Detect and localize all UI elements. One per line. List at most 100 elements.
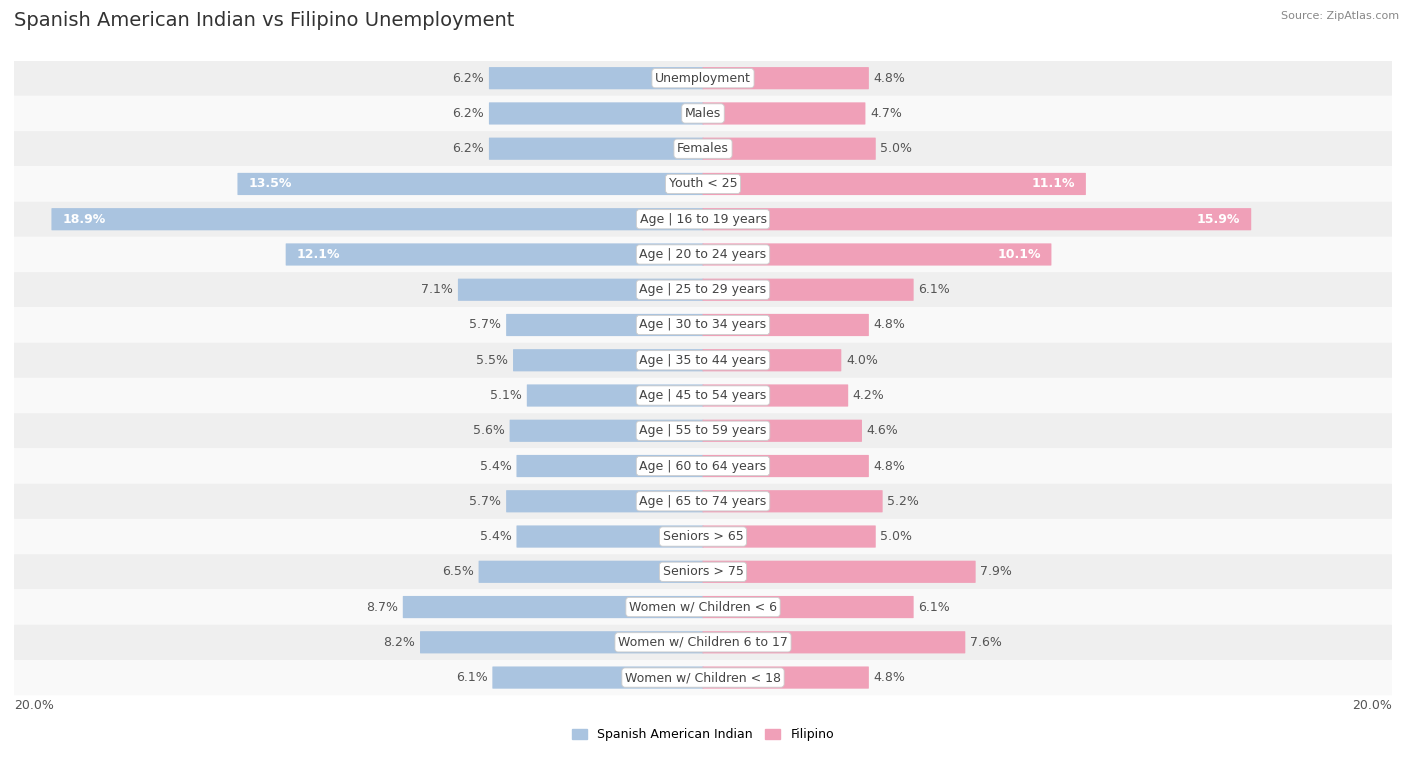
Text: 4.6%: 4.6% xyxy=(866,424,898,438)
FancyBboxPatch shape xyxy=(14,660,1392,695)
FancyBboxPatch shape xyxy=(14,61,1392,96)
FancyBboxPatch shape xyxy=(703,102,866,125)
Text: 10.1%: 10.1% xyxy=(997,248,1040,261)
FancyBboxPatch shape xyxy=(703,666,869,689)
FancyBboxPatch shape xyxy=(489,67,703,89)
FancyBboxPatch shape xyxy=(14,519,1392,554)
FancyBboxPatch shape xyxy=(14,167,1392,201)
Text: Age | 25 to 29 years: Age | 25 to 29 years xyxy=(640,283,766,296)
Text: 15.9%: 15.9% xyxy=(1197,213,1240,226)
FancyBboxPatch shape xyxy=(703,561,976,583)
FancyBboxPatch shape xyxy=(703,314,869,336)
Text: Age | 60 to 64 years: Age | 60 to 64 years xyxy=(640,459,766,472)
Text: Females: Females xyxy=(678,142,728,155)
FancyBboxPatch shape xyxy=(703,525,876,547)
FancyBboxPatch shape xyxy=(703,138,876,160)
Text: 5.6%: 5.6% xyxy=(472,424,505,438)
FancyBboxPatch shape xyxy=(527,385,703,407)
FancyBboxPatch shape xyxy=(14,590,1392,625)
FancyBboxPatch shape xyxy=(14,413,1392,448)
Text: 5.4%: 5.4% xyxy=(479,459,512,472)
FancyBboxPatch shape xyxy=(703,349,841,372)
FancyBboxPatch shape xyxy=(703,455,869,477)
Text: Women w/ Children < 6: Women w/ Children < 6 xyxy=(628,600,778,614)
FancyBboxPatch shape xyxy=(285,243,703,266)
Text: Age | 35 to 44 years: Age | 35 to 44 years xyxy=(640,354,766,366)
FancyBboxPatch shape xyxy=(478,561,703,583)
Text: Unemployment: Unemployment xyxy=(655,72,751,85)
Text: Women w/ Children 6 to 17: Women w/ Children 6 to 17 xyxy=(619,636,787,649)
FancyBboxPatch shape xyxy=(14,448,1392,484)
Text: 8.2%: 8.2% xyxy=(384,636,415,649)
Text: Males: Males xyxy=(685,107,721,120)
FancyBboxPatch shape xyxy=(703,596,914,618)
FancyBboxPatch shape xyxy=(703,419,862,442)
Text: Seniors > 75: Seniors > 75 xyxy=(662,565,744,578)
Text: 6.2%: 6.2% xyxy=(453,72,484,85)
Text: 7.9%: 7.9% xyxy=(980,565,1012,578)
Text: 4.7%: 4.7% xyxy=(870,107,901,120)
Legend: Spanish American Indian, Filipino: Spanish American Indian, Filipino xyxy=(567,723,839,746)
Text: 5.2%: 5.2% xyxy=(887,495,920,508)
FancyBboxPatch shape xyxy=(14,554,1392,590)
FancyBboxPatch shape xyxy=(703,631,966,653)
FancyBboxPatch shape xyxy=(14,307,1392,343)
Text: 5.1%: 5.1% xyxy=(491,389,522,402)
Text: 6.5%: 6.5% xyxy=(441,565,474,578)
FancyBboxPatch shape xyxy=(703,385,848,407)
FancyBboxPatch shape xyxy=(492,666,703,689)
Text: 6.2%: 6.2% xyxy=(453,107,484,120)
Text: 6.2%: 6.2% xyxy=(453,142,484,155)
FancyBboxPatch shape xyxy=(402,596,703,618)
FancyBboxPatch shape xyxy=(703,173,1085,195)
FancyBboxPatch shape xyxy=(703,243,1052,266)
Text: Age | 20 to 24 years: Age | 20 to 24 years xyxy=(640,248,766,261)
Text: 7.6%: 7.6% xyxy=(970,636,1002,649)
Text: 8.7%: 8.7% xyxy=(366,600,398,614)
Text: 13.5%: 13.5% xyxy=(249,177,291,191)
Text: 4.8%: 4.8% xyxy=(873,459,905,472)
Text: Age | 65 to 74 years: Age | 65 to 74 years xyxy=(640,495,766,508)
FancyBboxPatch shape xyxy=(506,491,703,512)
FancyBboxPatch shape xyxy=(703,491,883,512)
FancyBboxPatch shape xyxy=(509,419,703,442)
FancyBboxPatch shape xyxy=(458,279,703,301)
Text: 11.1%: 11.1% xyxy=(1032,177,1076,191)
Text: Age | 55 to 59 years: Age | 55 to 59 years xyxy=(640,424,766,438)
Text: 4.8%: 4.8% xyxy=(873,319,905,332)
Text: 18.9%: 18.9% xyxy=(62,213,105,226)
FancyBboxPatch shape xyxy=(516,525,703,547)
FancyBboxPatch shape xyxy=(14,201,1392,237)
FancyBboxPatch shape xyxy=(703,208,1251,230)
Text: 5.0%: 5.0% xyxy=(880,530,912,543)
FancyBboxPatch shape xyxy=(14,625,1392,660)
Text: 7.1%: 7.1% xyxy=(422,283,453,296)
Text: 20.0%: 20.0% xyxy=(14,699,53,712)
Text: Spanish American Indian vs Filipino Unemployment: Spanish American Indian vs Filipino Unem… xyxy=(14,11,515,30)
FancyBboxPatch shape xyxy=(14,484,1392,519)
Text: 6.1%: 6.1% xyxy=(456,671,488,684)
Text: 4.8%: 4.8% xyxy=(873,72,905,85)
FancyBboxPatch shape xyxy=(52,208,703,230)
Text: 5.7%: 5.7% xyxy=(470,319,502,332)
Text: Seniors > 65: Seniors > 65 xyxy=(662,530,744,543)
FancyBboxPatch shape xyxy=(14,96,1392,131)
FancyBboxPatch shape xyxy=(238,173,703,195)
FancyBboxPatch shape xyxy=(14,131,1392,167)
Text: Age | 45 to 54 years: Age | 45 to 54 years xyxy=(640,389,766,402)
Text: 5.0%: 5.0% xyxy=(880,142,912,155)
Text: Source: ZipAtlas.com: Source: ZipAtlas.com xyxy=(1281,11,1399,21)
Text: Age | 30 to 34 years: Age | 30 to 34 years xyxy=(640,319,766,332)
Text: Women w/ Children < 18: Women w/ Children < 18 xyxy=(626,671,780,684)
Text: 4.8%: 4.8% xyxy=(873,671,905,684)
FancyBboxPatch shape xyxy=(420,631,703,653)
Text: 6.1%: 6.1% xyxy=(918,600,950,614)
FancyBboxPatch shape xyxy=(516,455,703,477)
Text: 4.2%: 4.2% xyxy=(853,389,884,402)
FancyBboxPatch shape xyxy=(703,67,869,89)
FancyBboxPatch shape xyxy=(513,349,703,372)
Text: 5.7%: 5.7% xyxy=(470,495,502,508)
FancyBboxPatch shape xyxy=(506,314,703,336)
Text: 4.0%: 4.0% xyxy=(846,354,877,366)
Text: 20.0%: 20.0% xyxy=(1353,699,1392,712)
